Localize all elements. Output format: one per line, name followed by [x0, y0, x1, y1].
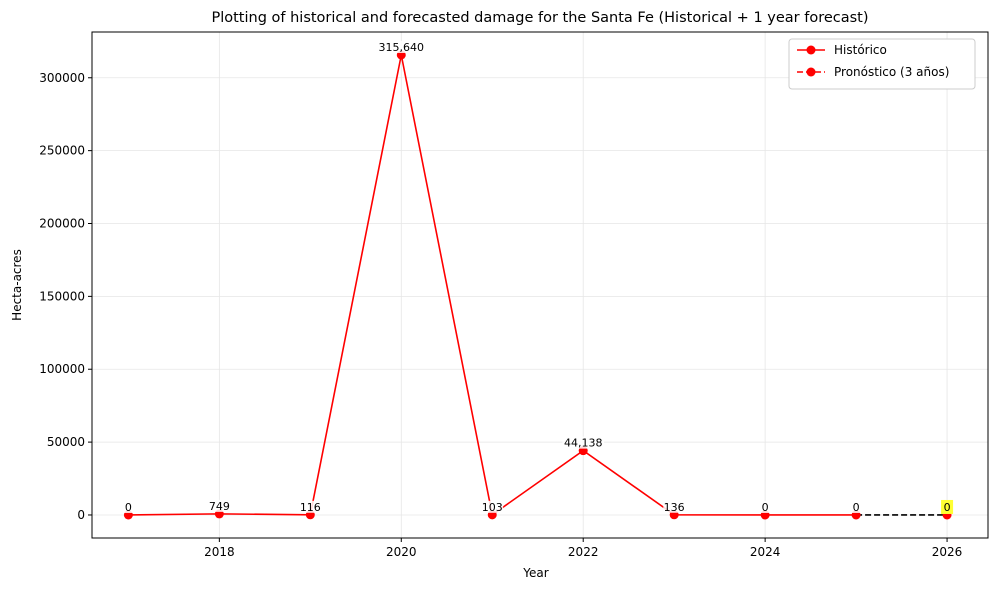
data-label: 0	[853, 501, 860, 514]
data-label-bg	[562, 436, 605, 449]
y-tick-label: 50000	[47, 435, 85, 449]
legend-box	[788, 38, 976, 90]
x-axis-title: Year	[522, 566, 548, 580]
data-label-bg	[663, 500, 686, 513]
data-label: 315,640	[379, 41, 425, 54]
legend-marker-pronostico	[806, 67, 816, 77]
forecast-label-highlight	[941, 499, 954, 514]
data-label-bg	[377, 40, 426, 53]
legend-marker-historico	[806, 45, 816, 55]
data-label: 0	[944, 501, 951, 514]
data-label-bg	[208, 499, 231, 512]
data-label: 136	[664, 501, 685, 514]
y-tick-label: 150000	[39, 289, 85, 303]
plot-area: 0 749 116 315,640 103 44,138 136 0 0 0	[123, 40, 954, 520]
grid	[92, 32, 988, 538]
data-label-bg	[481, 500, 504, 513]
y-tick-label: 250000	[39, 144, 85, 158]
y-tick-label: 0	[77, 508, 85, 522]
y-tick-label: 100000	[39, 362, 85, 376]
data-label: 0	[125, 501, 132, 514]
y-axis: 0 50000 100000 150000 200000 250000 300000	[39, 71, 92, 522]
data-label: 103	[482, 501, 503, 514]
x-tick-label: 2026	[932, 545, 963, 559]
data-label: 44,138	[564, 437, 603, 450]
data-label-bg	[299, 500, 322, 513]
data-label: 749	[209, 500, 230, 513]
legend: Histórico Pronóstico (3 años)	[788, 38, 976, 90]
data-label-bg	[760, 500, 770, 513]
series-line-historico	[128, 54, 857, 517]
data-label: 116	[300, 501, 321, 514]
legend-label-pronostico: Pronóstico (3 años)	[834, 65, 949, 79]
x-axis: 2018 2020 2022 2024 2026	[204, 538, 962, 559]
x-tick-label: 2022	[568, 545, 599, 559]
y-tick-label: 200000	[39, 216, 85, 230]
data-label: 0	[762, 501, 769, 514]
y-tick-label: 300000	[39, 71, 85, 85]
legend-label-historico: Histórico	[834, 43, 887, 57]
data-label-bg	[124, 500, 133, 513]
data-label-bg	[851, 500, 861, 513]
x-tick-label: 2024	[750, 545, 781, 559]
x-tick-label: 2018	[204, 545, 235, 559]
axes-frame	[91, 31, 989, 539]
y-axis-title: Hecta-acres	[10, 249, 24, 321]
chart-title: Plotting of historical and forecasted da…	[211, 10, 868, 26]
x-tick-label: 2020	[386, 545, 417, 559]
